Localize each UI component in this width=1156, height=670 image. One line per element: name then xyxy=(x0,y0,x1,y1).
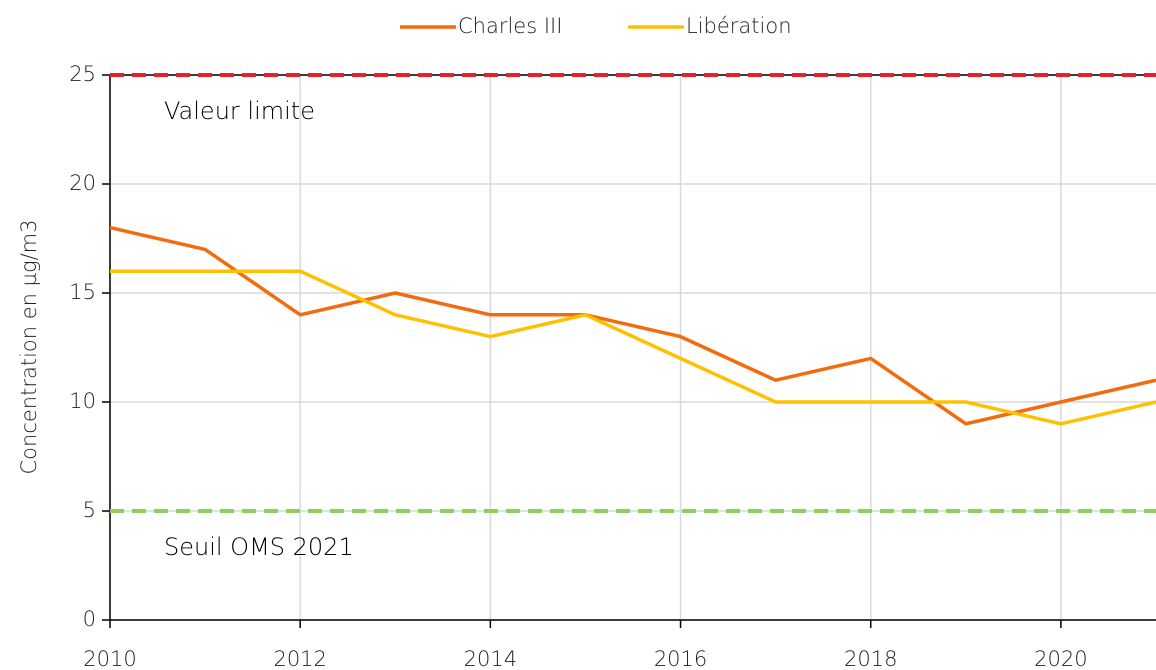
y-tick-label: 20 xyxy=(69,171,96,195)
legend-label: Charles III xyxy=(458,14,562,38)
x-tick-label: 2020 xyxy=(1034,647,1087,670)
series-line xyxy=(109,225,1156,426)
y-tick-label: 15 xyxy=(69,280,96,304)
x-tick-label: 2018 xyxy=(844,647,897,670)
x-tick-label: 2014 xyxy=(464,647,517,670)
y-tick-label: 10 xyxy=(69,389,96,413)
y-axis-label: Concentration en µg/m3 xyxy=(17,220,41,475)
legend-label: Libération xyxy=(686,14,792,38)
y-tick-label: 0 xyxy=(83,607,96,631)
x-tick-label: 2012 xyxy=(273,647,326,670)
y-tick-label: 5 xyxy=(83,498,96,522)
x-tick-label: 2016 xyxy=(654,647,707,670)
reference-label: Seuil OMS 2021 xyxy=(164,533,354,561)
reference-label: Valeur limite xyxy=(164,97,315,125)
y-tick-label: 25 xyxy=(69,62,96,86)
series-line xyxy=(110,269,1156,426)
x-tick-label: 2010 xyxy=(83,647,136,670)
